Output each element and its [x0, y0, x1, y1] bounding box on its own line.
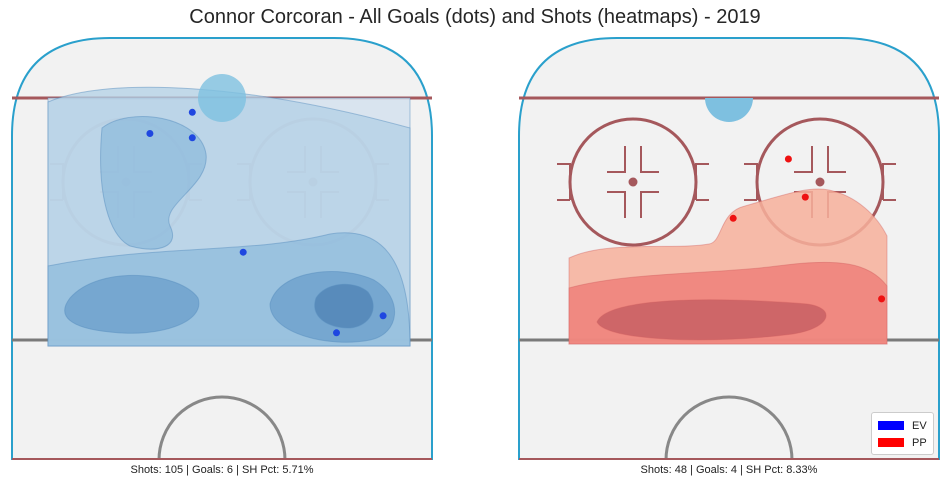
center-circle	[157, 395, 287, 460]
ev-goal-dots	[146, 108, 387, 337]
density-level-5	[314, 283, 374, 329]
ev-goal-dot-5	[379, 312, 387, 320]
density-level-4	[64, 274, 200, 334]
ev-goal-dot-6	[333, 329, 340, 337]
pp-stats-caption: Shots: 48 | Goals: 4 | SH Pct: 8.33%	[640, 464, 818, 476]
legend-label-pp: PP	[912, 436, 927, 449]
pp-goal-dot-4	[878, 295, 886, 303]
legend-item-pp: PP	[878, 434, 927, 451]
density-level-3	[100, 116, 207, 250]
legend: EV PP	[871, 412, 934, 455]
pp-goal-dot-1	[784, 155, 792, 163]
chart-title: Connor Corcoran - All Goals (dots) and S…	[189, 6, 761, 28]
legend-label-ev: EV	[912, 419, 927, 432]
legend-swatch-pp	[878, 438, 904, 447]
legend-swatch-ev	[878, 421, 904, 430]
pp-goal-dot-3	[729, 214, 737, 222]
pp-goal-dot-2	[801, 193, 809, 201]
ev-goal-dot-4	[239, 248, 247, 256]
pp-rink-panel	[518, 37, 940, 460]
ev-rink-panel	[11, 37, 433, 460]
center-circle	[664, 395, 794, 460]
ev-goal-dot-2	[146, 130, 154, 137]
pp-goal-dots	[729, 155, 886, 303]
goal-crease	[705, 98, 753, 122]
crease-overlay	[198, 74, 246, 122]
pp-shot-density-heatmap	[568, 188, 888, 345]
faceoff-circle-left	[557, 117, 709, 247]
legend-item-ev: EV	[878, 417, 927, 434]
ev-shot-density-heatmap	[47, 74, 411, 347]
density-level-3	[596, 299, 827, 341]
ev-goal-dot-1	[188, 108, 196, 116]
ev-goal-dot-3	[188, 134, 196, 142]
ev-stats-caption: Shots: 105 | Goals: 6 | SH Pct: 5.71%	[130, 464, 314, 476]
